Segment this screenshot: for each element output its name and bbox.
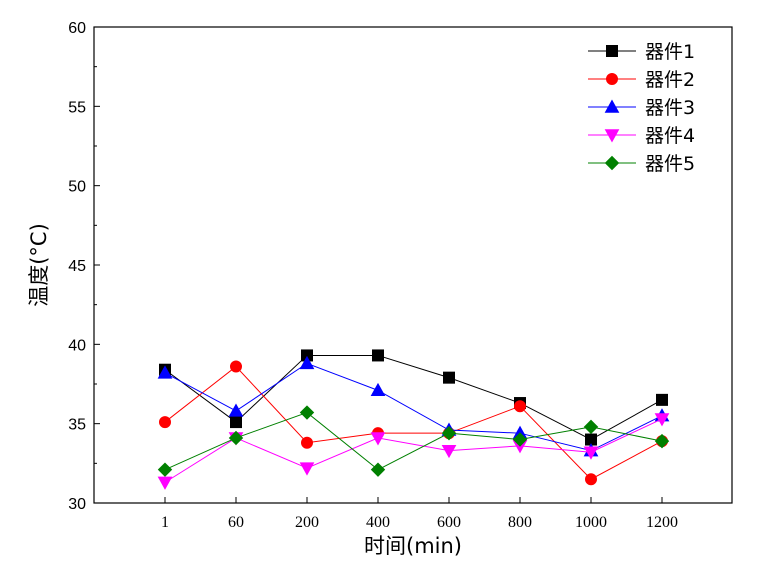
legend-entry: 器件4 <box>588 125 695 147</box>
legend-marker <box>604 155 620 171</box>
series-layer <box>157 349 670 490</box>
y-tick-label: 35 <box>68 417 86 434</box>
legend-marker <box>604 99 620 113</box>
data-point <box>583 446 599 460</box>
y-tick-label: 60 <box>68 20 86 37</box>
data-point <box>370 462 386 477</box>
data-point <box>299 462 315 476</box>
legend-label: 器件2 <box>645 69 695 91</box>
legend-marker <box>604 129 620 143</box>
x-axis: 1 60 200 400 600 800 1000 1200 <box>161 497 678 531</box>
legend-marker <box>606 73 618 85</box>
series-line <box>164 411 663 471</box>
x-tick-label: 200 <box>295 514 319 531</box>
plot-area <box>93 26 733 504</box>
data-point <box>157 476 173 490</box>
data-point <box>441 425 457 441</box>
data-point <box>654 413 670 427</box>
data-point <box>372 349 384 362</box>
data-point <box>654 433 670 449</box>
series-line <box>164 365 663 480</box>
data-point <box>299 355 315 370</box>
legend-marker <box>606 45 618 57</box>
y-tick-label: 50 <box>68 179 86 196</box>
data-point <box>443 371 455 384</box>
legend-label: 器件5 <box>645 153 695 175</box>
data-point <box>230 416 242 429</box>
series-line <box>164 418 663 483</box>
data-point <box>656 393 668 406</box>
series-line <box>164 362 663 452</box>
x-tick-label: 1200 <box>646 514 678 531</box>
y-tick-label: 30 <box>68 496 86 513</box>
legend-label: 器件1 <box>645 41 695 63</box>
data-point <box>441 444 457 459</box>
data-point <box>370 432 386 446</box>
data-point <box>157 365 173 379</box>
data-point <box>370 382 386 397</box>
x-tick-label: 600 <box>437 514 461 531</box>
legend: 器件1 器件2 器件3 器件4 器件5 <box>588 41 695 175</box>
data-point <box>228 403 244 417</box>
series-4 <box>157 413 670 490</box>
x-tick-label: 400 <box>366 514 390 531</box>
data-point <box>159 416 171 429</box>
series-5 <box>157 405 670 477</box>
data-point <box>514 400 526 413</box>
x-tick-label: 800 <box>508 514 532 531</box>
legend-entry: 器件3 <box>588 97 695 119</box>
data-point <box>228 430 244 446</box>
x-tick-label: 1000 <box>575 514 607 531</box>
data-point <box>301 436 313 449</box>
y-tick-label: 40 <box>68 337 86 354</box>
data-point <box>299 405 315 420</box>
data-point <box>583 419 599 435</box>
data-point <box>157 462 173 477</box>
y-axis-title: 温度(°C) <box>27 223 51 307</box>
legend-label: 器件4 <box>645 125 695 147</box>
y-axis: 30 35 40 45 50 55 60 <box>68 20 100 513</box>
data-point <box>230 360 242 373</box>
data-point <box>512 432 528 447</box>
legend-entry: 器件1 <box>588 41 695 63</box>
legend-entry: 器件2 <box>588 69 695 91</box>
x-axis-title: 时间(min) <box>364 534 462 558</box>
x-tick-label: 1 <box>161 514 169 531</box>
y-tick-label: 45 <box>68 258 86 275</box>
legend-label: 器件3 <box>645 97 695 119</box>
data-point <box>585 473 597 486</box>
x-tick-label: 60 <box>228 514 244 531</box>
legend-entry: 器件5 <box>588 153 695 175</box>
y-tick-label: 55 <box>68 99 86 116</box>
series-line <box>164 354 663 441</box>
